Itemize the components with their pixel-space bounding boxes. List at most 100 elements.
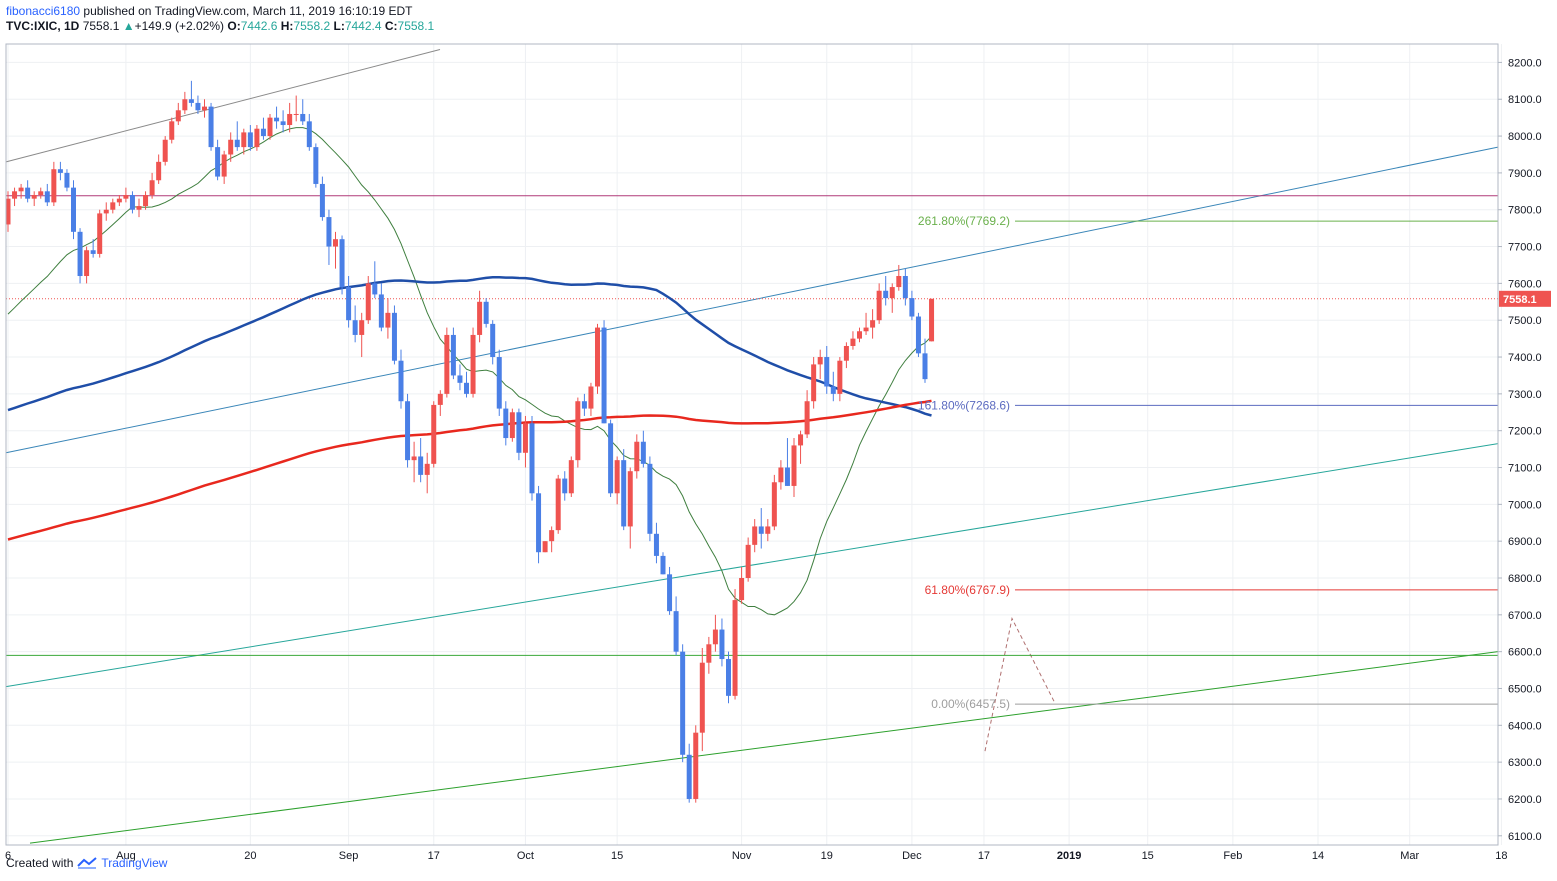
sma-200-line xyxy=(7,399,932,541)
candle-body xyxy=(843,345,849,361)
candle-body xyxy=(5,198,11,225)
fib-label: 261.80%(7769.2) xyxy=(918,214,1010,228)
last-price-tag-box xyxy=(1499,290,1551,307)
candle-body xyxy=(686,754,692,799)
candle-body xyxy=(752,526,758,545)
candle-body xyxy=(680,651,686,755)
candle-body xyxy=(601,327,607,424)
candle-body xyxy=(293,113,299,115)
candle-body xyxy=(614,460,620,494)
candle-body xyxy=(758,526,764,534)
chart-header: fibonacci6180 published on TradingView.c… xyxy=(6,4,434,34)
x-tick-label: Mar xyxy=(1400,850,1419,862)
trendline xyxy=(5,146,1499,454)
candle-body xyxy=(346,287,352,321)
candle-body xyxy=(562,478,568,494)
candle-body xyxy=(202,106,207,111)
candle-body xyxy=(339,239,345,288)
candle-body xyxy=(804,401,810,435)
x-tick-label: Sep xyxy=(339,850,359,862)
y-tick-label: 6500.0 xyxy=(1508,683,1542,695)
candle-body xyxy=(333,239,338,247)
candle-body xyxy=(319,183,325,218)
ohlc-open: O:7442.6 xyxy=(227,19,278,33)
candle-body xyxy=(84,250,90,277)
candle-body xyxy=(595,327,600,387)
x-tick-label: 2019 xyxy=(1057,850,1081,862)
candle-body xyxy=(568,460,574,494)
x-tick-label: Dec xyxy=(902,850,922,862)
candle-body xyxy=(667,574,673,612)
candle-body xyxy=(359,320,365,335)
candle-body xyxy=(228,139,234,155)
candle-body xyxy=(863,327,869,332)
author-link[interactable]: fibonacci6180 xyxy=(6,4,81,18)
candle-body xyxy=(116,198,122,203)
candle-body xyxy=(536,493,542,553)
candle-body xyxy=(169,121,175,140)
horizontal-lines xyxy=(6,195,1498,656)
candle-body xyxy=(234,139,240,148)
ohlc-low: L:7442.4 xyxy=(333,19,382,33)
price-change: +149.9 (+2.02%) xyxy=(134,19,225,33)
tradingview-logo-icon xyxy=(77,857,98,869)
x-tick-label: Feb xyxy=(1223,850,1242,862)
x-tick-label: 15 xyxy=(611,850,623,862)
time-axis[interactable]: 6 Aug 20 Sep 17 Oct 15 Nov 19 Dec 17 2019 15 Feb 14 Mar… xyxy=(5,850,1508,862)
candle-body xyxy=(522,423,528,453)
candle-body xyxy=(372,283,378,295)
candle-body xyxy=(653,533,659,556)
candle-body xyxy=(719,629,725,660)
legend-line: TVC:IXIC, 1D 7558.1 ▲+149.9 (+2.02%) O:7… xyxy=(6,19,434,34)
candle-body xyxy=(889,287,895,299)
candle-body xyxy=(915,316,921,354)
y-tick-label: 8200.0 xyxy=(1508,57,1542,69)
candle-body xyxy=(621,460,627,527)
symbol-label[interactable]: TVC:IXIC, 1D xyxy=(6,19,80,33)
candle-body xyxy=(103,209,109,214)
candle-body xyxy=(824,357,830,387)
sma-100-line xyxy=(7,276,932,417)
last-price: 7558.1 xyxy=(82,19,120,33)
candle-body xyxy=(739,578,745,601)
candle-body xyxy=(306,121,312,148)
candle-body xyxy=(883,290,889,299)
y-tick-label: 6700.0 xyxy=(1508,610,1542,622)
up-arrow-icon: ▲ xyxy=(122,19,135,33)
candle-body xyxy=(162,139,168,162)
created-with-label: Created with xyxy=(6,856,74,870)
y-tick-label: 7100.0 xyxy=(1508,463,1542,475)
grid xyxy=(6,44,1502,845)
candle-body xyxy=(38,191,44,195)
y-tick-label: 6800.0 xyxy=(1508,573,1542,585)
candle-body xyxy=(247,132,253,148)
price-axis[interactable]: 6100.0 6200.0 6300.0 6400.0 6500.0 6600.0 6700… xyxy=(1498,57,1542,843)
candle-body xyxy=(156,161,162,181)
candle-body xyxy=(391,312,397,361)
candle-body xyxy=(444,334,450,394)
published-text: published on TradingView.com, March 11, … xyxy=(83,4,413,18)
candle-body xyxy=(182,99,188,111)
candle-body xyxy=(195,102,201,111)
candle-body xyxy=(660,555,666,575)
candle-body xyxy=(706,644,712,663)
ohlc-high: H:7558.2 xyxy=(280,19,331,33)
candles xyxy=(5,80,935,803)
candle-body xyxy=(503,408,509,439)
fib-label: 0.00%(6457.5) xyxy=(931,697,1010,711)
tradingview-brand-link[interactable]: TradingView xyxy=(101,856,168,870)
candle-body xyxy=(896,276,902,288)
candle-body xyxy=(274,117,280,122)
candle-body xyxy=(64,172,70,188)
candle-body xyxy=(175,110,181,122)
candle-body xyxy=(450,334,456,376)
candle-body xyxy=(136,206,142,210)
candle-body xyxy=(424,463,430,475)
candle-body xyxy=(575,401,581,461)
candle-body xyxy=(287,113,293,126)
y-tick-label: 7700.0 xyxy=(1508,242,1542,254)
candle-body xyxy=(464,382,469,394)
x-tick-label: 20 xyxy=(244,850,256,862)
y-tick-label: 6300.0 xyxy=(1508,757,1542,769)
